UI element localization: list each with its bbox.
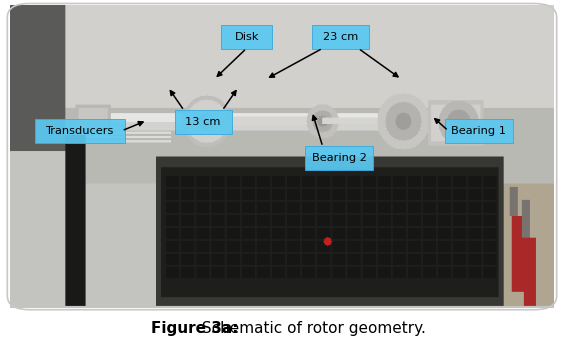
FancyBboxPatch shape (305, 146, 373, 170)
FancyBboxPatch shape (445, 119, 513, 143)
FancyBboxPatch shape (312, 25, 369, 49)
Text: Figure 3a:: Figure 3a: (151, 321, 239, 337)
Text: Bearing 1: Bearing 1 (451, 126, 506, 136)
Text: Transducers: Transducers (46, 126, 114, 136)
FancyBboxPatch shape (221, 25, 272, 49)
Text: Bearing 2: Bearing 2 (312, 153, 367, 163)
FancyBboxPatch shape (175, 110, 232, 134)
Text: Schematic of rotor geometry.: Schematic of rotor geometry. (197, 321, 426, 337)
Text: 13 cm: 13 cm (186, 117, 221, 127)
Text: Disk: Disk (235, 32, 259, 42)
FancyBboxPatch shape (35, 119, 125, 143)
Text: 23 cm: 23 cm (323, 32, 358, 42)
